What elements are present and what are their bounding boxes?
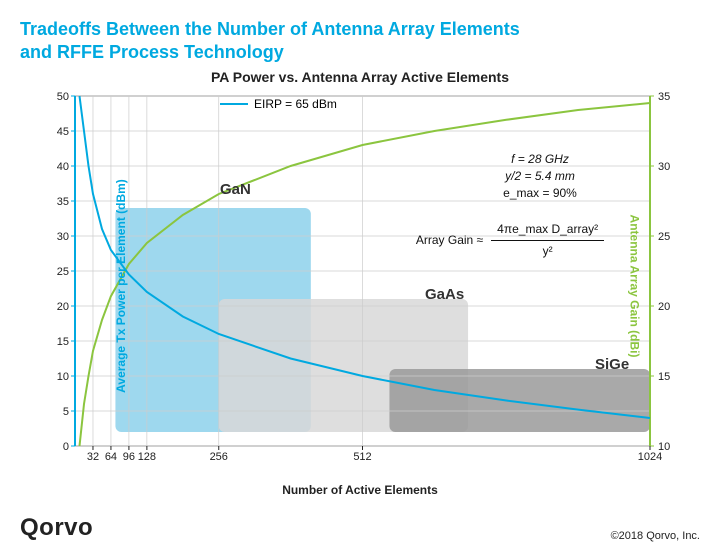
chart-subtitle: PA Power vs. Antenna Array Active Elemen… <box>20 69 700 85</box>
svg-text:96: 96 <box>123 451 135 463</box>
formula-num: 4πe_max D_array² <box>491 221 604 241</box>
svg-text:35: 35 <box>57 196 69 208</box>
svg-text:25: 25 <box>57 266 69 278</box>
footer: Qorvo ©2018 Qorvo, Inc. <box>20 514 700 542</box>
svg-text:0: 0 <box>63 441 69 453</box>
chart-container: Average Tx Power per Element (dBm) Anten… <box>20 91 700 481</box>
svg-text:128: 128 <box>138 451 156 463</box>
svg-text:35: 35 <box>658 91 670 103</box>
svg-text:30: 30 <box>658 161 670 173</box>
page-title: Tradeoffs Between the Number of Antenna … <box>20 18 700 63</box>
region-label-gaas: GaAs <box>425 286 464 303</box>
svg-text:50: 50 <box>57 91 69 103</box>
legend: EIRP = 65 dBm <box>220 97 337 111</box>
copyright: ©2018 Qorvo, Inc. <box>611 530 700 542</box>
svg-text:30: 30 <box>57 231 69 243</box>
annot-emax: e_max = 90% <box>503 186 577 200</box>
region-sige <box>389 369 650 432</box>
svg-text:10: 10 <box>57 371 69 383</box>
annot-freq: f = 28 GHz <box>511 152 569 166</box>
svg-text:15: 15 <box>658 371 670 383</box>
region-label-sige: SiGe <box>595 356 629 373</box>
annotation-formula: Array Gain ≈ 4πe_max D_array² y² <box>375 221 645 260</box>
region-label-gan: GaN <box>220 181 251 198</box>
annot-lambda: y/2 = 5.4 mm <box>505 169 575 183</box>
svg-text:64: 64 <box>105 451 117 463</box>
formula-den: y² <box>543 241 553 260</box>
x-axis-label: Number of Active Elements <box>20 483 700 497</box>
svg-text:25: 25 <box>658 231 670 243</box>
svg-text:32: 32 <box>87 451 99 463</box>
y1-axis-label: Average Tx Power per Element (dBm) <box>114 179 128 393</box>
svg-text:5: 5 <box>63 406 69 418</box>
svg-text:256: 256 <box>210 451 228 463</box>
legend-swatch <box>220 103 248 105</box>
annotation-params: f = 28 GHz y/2 = 5.4 mm e_max = 90% <box>440 151 640 201</box>
legend-label: EIRP = 65 dBm <box>254 97 337 111</box>
svg-text:40: 40 <box>57 161 69 173</box>
logo: Qorvo <box>20 514 93 542</box>
svg-text:15: 15 <box>57 336 69 348</box>
title-line-1: Tradeoffs Between the Number of Antenna … <box>20 19 520 39</box>
svg-text:512: 512 <box>353 451 371 463</box>
svg-text:20: 20 <box>658 301 670 313</box>
svg-text:1024: 1024 <box>638 451 662 463</box>
svg-text:20: 20 <box>57 301 69 313</box>
title-line-2: and RFFE Process Technology <box>20 42 284 62</box>
svg-text:45: 45 <box>57 126 69 138</box>
formula-lhs: Array Gain ≈ <box>416 232 483 249</box>
